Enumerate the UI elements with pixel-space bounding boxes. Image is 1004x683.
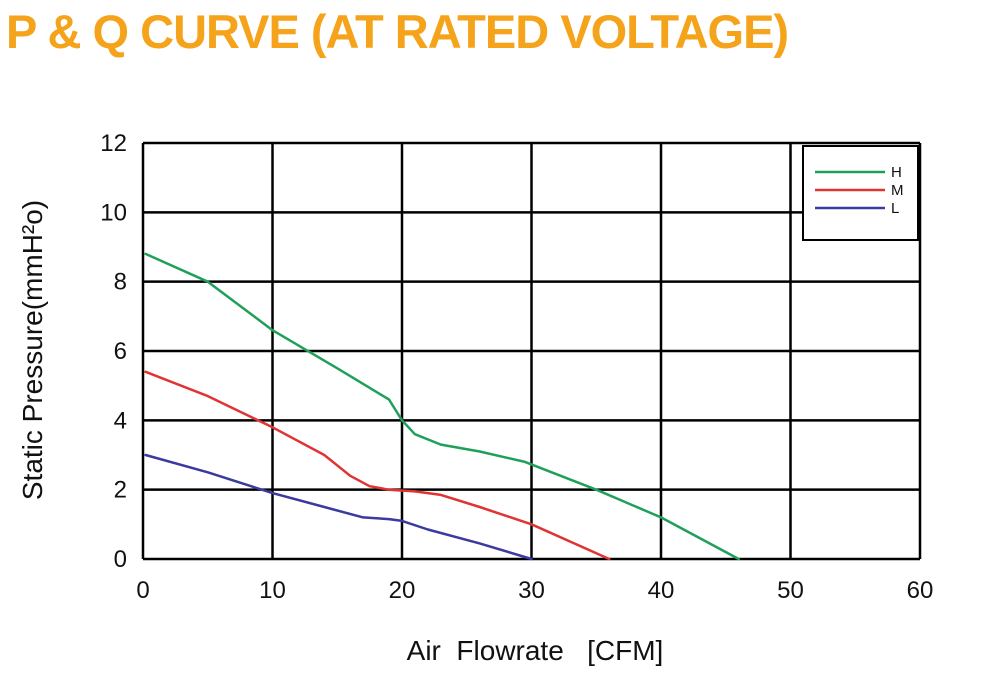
series-lines	[144, 252, 740, 561]
y-tick-labels: 0 2 4 6 8 10 12	[100, 130, 127, 573]
y-tick-label-2: 4	[114, 407, 127, 434]
legend: HML	[802, 145, 919, 241]
y-tick-label-4: 8	[114, 269, 127, 296]
x-axis-label: Air Flowrate [CFM]	[407, 635, 664, 666]
y-tick-label-5: 10	[100, 199, 127, 226]
x-tick-label-0: 0	[136, 577, 149, 604]
legend-label-h: H	[891, 164, 902, 181]
series-line-h	[144, 252, 740, 561]
y-tick-label-1: 2	[114, 477, 127, 504]
legend-label-m: M	[891, 182, 904, 199]
legend-box	[802, 145, 919, 241]
legend-label-l: L	[891, 200, 899, 217]
y-tick-label-6: 12	[100, 130, 127, 157]
x-tick-label-3: 30	[518, 577, 545, 604]
chart-title: P & Q CURVE (AT RATED VOLTAGE)	[6, 5, 789, 58]
x-tick-label-4: 40	[648, 577, 675, 604]
x-tick-label-1: 10	[259, 577, 286, 604]
y-tick-label-3: 6	[114, 338, 127, 365]
x-tick-labels: 0 10 20 30 40 50 60	[136, 577, 933, 604]
x-tick-label-2: 20	[389, 577, 416, 604]
y-axis-label: Static Pressure(mmH²o)	[17, 200, 48, 500]
x-tick-label-5: 50	[777, 577, 804, 604]
series-line-m	[144, 370, 611, 561]
y-tick-label-0: 0	[114, 546, 127, 573]
x-tick-label-6: 60	[907, 577, 934, 604]
series-line-l	[144, 453, 533, 561]
